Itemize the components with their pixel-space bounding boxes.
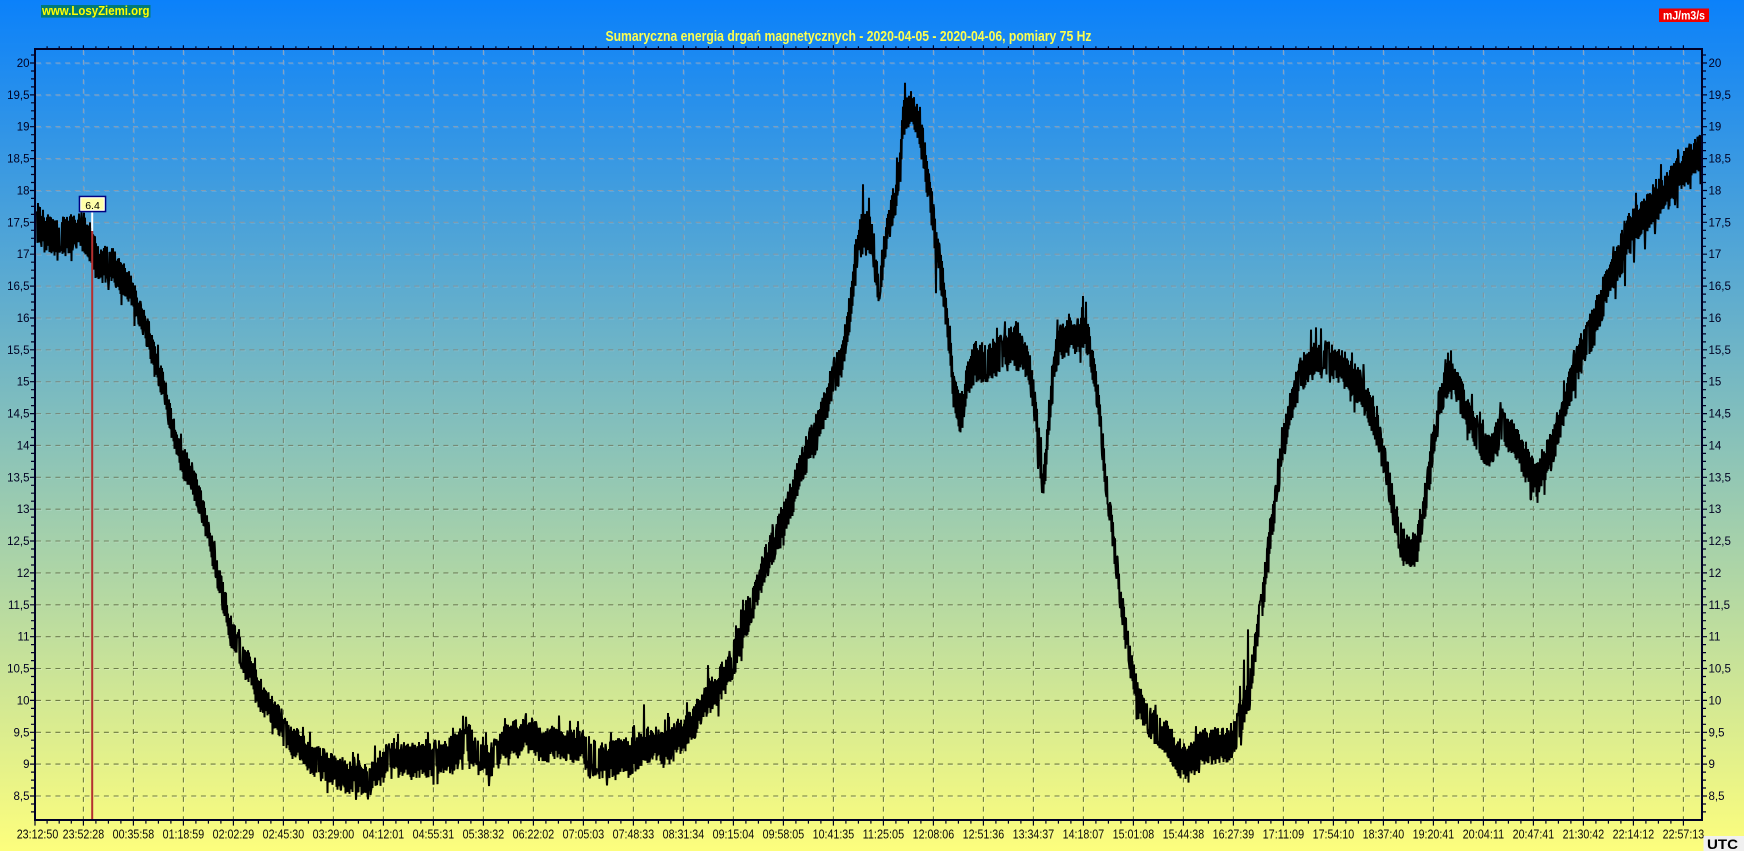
svg-text:20: 20 (1709, 58, 1722, 70)
svg-text:16,5: 16,5 (1709, 281, 1731, 293)
svg-text:16: 16 (17, 313, 30, 325)
svg-text:9: 9 (1709, 759, 1715, 771)
svg-text:11: 11 (18, 632, 30, 644)
svg-text:14,5: 14,5 (1709, 409, 1731, 421)
svg-text:13,5: 13,5 (1709, 472, 1731, 484)
svg-text:10:41:35: 10:41:35 (813, 827, 855, 842)
svg-text:14,5: 14,5 (7, 409, 29, 421)
svg-text:mJ/m3/s: mJ/m3/s (1663, 10, 1705, 22)
svg-text:20:47:41: 20:47:41 (1513, 827, 1555, 842)
svg-text:18: 18 (1709, 186, 1722, 198)
svg-text:18: 18 (17, 186, 30, 198)
svg-text:19: 19 (17, 122, 30, 134)
svg-text:11: 11 (1709, 632, 1721, 644)
svg-text:11,5: 11,5 (1709, 600, 1731, 612)
svg-text:01:18:59: 01:18:59 (163, 827, 205, 842)
svg-text:13: 13 (1709, 504, 1722, 516)
svg-text:13,5: 13,5 (7, 472, 29, 484)
svg-text:18,5: 18,5 (1709, 154, 1731, 166)
svg-text:15: 15 (17, 377, 30, 389)
svg-text:05:38:32: 05:38:32 (463, 827, 505, 842)
svg-text:Sumaryczna energia drgań magne: Sumaryczna energia drgań magnetycznych -… (606, 28, 1092, 45)
svg-text:20: 20 (17, 58, 30, 70)
svg-text:10,5: 10,5 (1709, 664, 1731, 676)
svg-text:17,5: 17,5 (1709, 217, 1731, 229)
svg-text:14:18:07: 14:18:07 (1063, 827, 1105, 842)
svg-text:6.4: 6.4 (85, 200, 100, 212)
svg-text:23:52:28: 23:52:28 (63, 827, 105, 842)
svg-text:www.LosyZiemi.org: www.LosyZiemi.org (41, 3, 149, 18)
svg-text:20:04:11: 20:04:11 (1463, 827, 1505, 842)
svg-text:14: 14 (17, 440, 30, 452)
svg-text:8,5: 8,5 (14, 791, 30, 803)
svg-text:15:01:08: 15:01:08 (1113, 827, 1155, 842)
svg-text:16,5: 16,5 (7, 281, 29, 293)
svg-text:04:12:01: 04:12:01 (363, 827, 405, 842)
svg-text:18:37:40: 18:37:40 (1363, 827, 1405, 842)
svg-text:07:48:33: 07:48:33 (613, 827, 655, 842)
svg-text:14: 14 (1709, 440, 1722, 452)
svg-text:06:22:02: 06:22:02 (513, 827, 555, 842)
svg-text:09:15:04: 09:15:04 (713, 827, 755, 842)
svg-text:12:08:06: 12:08:06 (913, 827, 955, 842)
svg-text:17:11:09: 17:11:09 (1263, 827, 1305, 842)
svg-text:15:44:38: 15:44:38 (1163, 827, 1205, 842)
svg-text:9,5: 9,5 (14, 727, 30, 739)
svg-text:13: 13 (17, 504, 30, 516)
svg-text:19: 19 (1709, 122, 1722, 134)
svg-text:12: 12 (1709, 568, 1722, 580)
svg-text:12:51:36: 12:51:36 (963, 827, 1005, 842)
svg-text:19,5: 19,5 (7, 90, 29, 102)
svg-text:17,5: 17,5 (7, 217, 29, 229)
svg-text:8,5: 8,5 (1709, 791, 1725, 803)
svg-text:19:20:41: 19:20:41 (1413, 827, 1455, 842)
svg-text:22:14:12: 22:14:12 (1613, 827, 1655, 842)
svg-text:12,5: 12,5 (7, 536, 29, 548)
svg-text:9,5: 9,5 (1709, 727, 1725, 739)
svg-text:12: 12 (17, 568, 30, 580)
svg-text:17:54:10: 17:54:10 (1313, 827, 1355, 842)
svg-text:21:30:42: 21:30:42 (1563, 827, 1605, 842)
svg-text:10: 10 (17, 695, 30, 707)
svg-text:03:29:00: 03:29:00 (313, 827, 355, 842)
svg-text:17: 17 (17, 249, 30, 261)
svg-text:12,5: 12,5 (1709, 536, 1731, 548)
svg-text:02:45:30: 02:45:30 (263, 827, 305, 842)
svg-text:08:31:34: 08:31:34 (663, 827, 705, 842)
svg-text:13:34:37: 13:34:37 (1013, 827, 1055, 842)
svg-text:02:02:29: 02:02:29 (213, 827, 255, 842)
svg-text:UTC: UTC (1707, 836, 1738, 851)
svg-text:11:25:05: 11:25:05 (863, 827, 905, 842)
svg-text:15,5: 15,5 (1709, 345, 1731, 357)
svg-text:19,5: 19,5 (1709, 90, 1731, 102)
svg-text:23:12:50: 23:12:50 (17, 827, 59, 842)
svg-text:04:55:31: 04:55:31 (413, 827, 455, 842)
svg-text:22:57:13: 22:57:13 (1663, 827, 1705, 842)
svg-text:16: 16 (1709, 313, 1722, 325)
svg-text:09:58:05: 09:58:05 (763, 827, 805, 842)
svg-text:9: 9 (23, 759, 29, 771)
svg-text:15: 15 (1709, 377, 1722, 389)
svg-text:10,5: 10,5 (7, 664, 29, 676)
svg-text:00:35:58: 00:35:58 (113, 827, 155, 842)
svg-text:18,5: 18,5 (7, 154, 29, 166)
svg-text:07:05:03: 07:05:03 (563, 827, 605, 842)
svg-text:10: 10 (1709, 695, 1722, 707)
svg-text:16:27:39: 16:27:39 (1213, 827, 1255, 842)
svg-text:17: 17 (1709, 249, 1722, 261)
svg-text:11,5: 11,5 (8, 600, 30, 612)
svg-text:15,5: 15,5 (7, 345, 29, 357)
